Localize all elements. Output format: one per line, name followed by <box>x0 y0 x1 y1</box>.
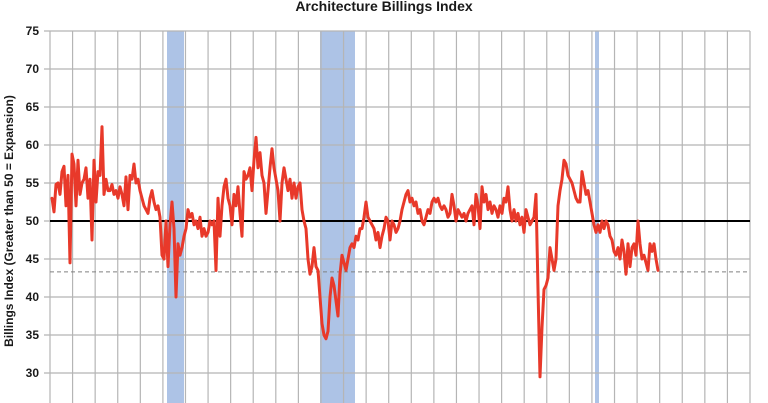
y-tick-label: 70 <box>26 62 40 76</box>
chart-title: Architecture Billings Index <box>295 0 473 14</box>
y-tick-label: 30 <box>26 366 40 380</box>
y-tick-label: 35 <box>26 328 40 342</box>
recession-band <box>167 31 184 403</box>
recession-band <box>595 31 599 403</box>
y-tick-label: 40 <box>26 290 40 304</box>
y-tick-label: 60 <box>26 138 40 152</box>
billings-index-line <box>50 125 660 379</box>
y-tick-label: 45 <box>26 252 40 266</box>
recession-bands <box>167 31 599 403</box>
recession-band <box>320 31 355 403</box>
y-axis-ticks: 30 35 40 45 50 55 60 65 70 75 <box>26 24 40 380</box>
y-tick-label: 65 <box>26 100 40 114</box>
gridlines <box>44 30 751 403</box>
y-tick-label: 75 <box>26 24 40 38</box>
y-tick-label: 55 <box>26 176 40 190</box>
y-tick-label: 50 <box>26 214 40 228</box>
